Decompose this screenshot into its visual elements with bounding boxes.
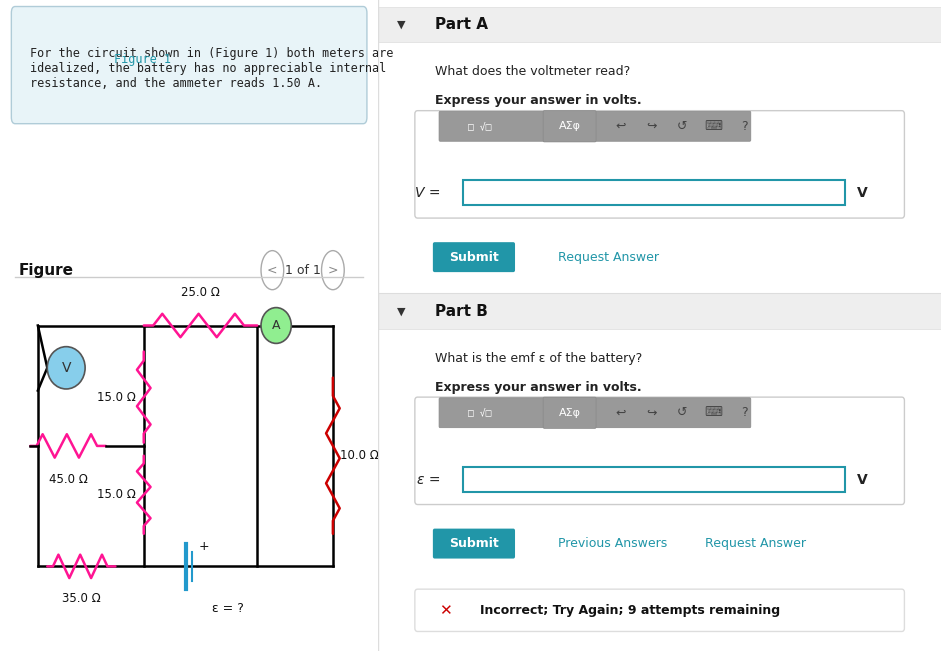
Text: Submit: Submit [449, 537, 499, 550]
FancyBboxPatch shape [378, 293, 941, 329]
Text: Request Answer: Request Answer [558, 251, 660, 264]
Text: 10.0 Ω: 10.0 Ω [341, 449, 379, 462]
Text: ΑΣφ: ΑΣφ [559, 121, 581, 132]
Text: Part B: Part B [435, 303, 487, 319]
Text: 45.0 Ω: 45.0 Ω [49, 473, 88, 486]
Text: ⌨: ⌨ [704, 406, 722, 419]
FancyBboxPatch shape [439, 111, 751, 141]
Text: Figure 1: Figure 1 [114, 53, 171, 66]
Text: ⌨: ⌨ [704, 120, 722, 133]
Text: ε =: ε = [417, 473, 440, 487]
Text: ↪: ↪ [646, 406, 657, 419]
FancyBboxPatch shape [543, 111, 596, 142]
FancyBboxPatch shape [433, 242, 515, 272]
Text: Figure: Figure [19, 262, 74, 278]
Text: ε = ?: ε = ? [212, 602, 244, 615]
Text: Submit: Submit [449, 251, 499, 264]
Text: ▼: ▼ [396, 20, 405, 30]
Text: ?: ? [741, 120, 747, 133]
Text: ↺: ↺ [677, 120, 687, 133]
Ellipse shape [47, 346, 85, 389]
Text: 25.0 Ω: 25.0 Ω [181, 286, 220, 299]
Text: +: + [199, 540, 209, 553]
Text: What does the voltmeter read?: What does the voltmeter read? [435, 65, 630, 78]
Text: V: V [856, 473, 868, 487]
Text: ▼: ▼ [396, 306, 405, 316]
FancyBboxPatch shape [463, 180, 845, 205]
FancyBboxPatch shape [415, 589, 904, 631]
Text: What is the emf ε of the battery?: What is the emf ε of the battery? [435, 352, 642, 365]
Text: Previous Answers: Previous Answers [558, 537, 667, 550]
Text: ?: ? [741, 406, 747, 419]
Text: Incorrect; Try Again; 9 attempts remaining: Incorrect; Try Again; 9 attempts remaini… [480, 604, 780, 617]
Text: For the circuit shown in (Figure 1) both meters are
idealized, the battery has n: For the circuit shown in (Figure 1) both… [30, 47, 393, 90]
FancyBboxPatch shape [439, 398, 751, 428]
Text: V: V [856, 186, 868, 201]
Text: Express your answer in volts.: Express your answer in volts. [435, 94, 641, 107]
Text: ΑΣφ: ΑΣφ [559, 408, 581, 418]
Text: 15.0 Ω: 15.0 Ω [97, 391, 136, 404]
Text: V: V [61, 361, 71, 375]
FancyBboxPatch shape [433, 529, 515, 559]
Text: Part A: Part A [435, 17, 487, 33]
Text: ↺: ↺ [677, 406, 687, 419]
Text: □ √□: □ √□ [468, 408, 491, 418]
Text: 35.0 Ω: 35.0 Ω [62, 592, 101, 605]
Text: 1 of 1: 1 of 1 [285, 264, 321, 277]
Text: ↪: ↪ [646, 120, 657, 133]
Circle shape [261, 251, 284, 290]
FancyBboxPatch shape [463, 467, 845, 492]
FancyBboxPatch shape [543, 397, 596, 428]
FancyBboxPatch shape [415, 397, 904, 505]
Text: >: > [327, 264, 338, 277]
Text: V =: V = [415, 186, 440, 201]
Text: ✕: ✕ [439, 603, 453, 618]
Text: Express your answer in volts.: Express your answer in volts. [435, 381, 641, 394]
Text: <: < [267, 264, 278, 277]
Circle shape [322, 251, 344, 290]
FancyBboxPatch shape [415, 111, 904, 218]
Ellipse shape [261, 308, 292, 344]
FancyBboxPatch shape [378, 7, 941, 42]
FancyBboxPatch shape [11, 7, 367, 124]
Text: 15.0 Ω: 15.0 Ω [97, 488, 136, 501]
Text: Request Answer: Request Answer [705, 537, 805, 550]
Text: ↩: ↩ [615, 406, 626, 419]
Text: A: A [272, 319, 280, 332]
Text: ↩: ↩ [615, 120, 626, 133]
Text: □ √□: □ √□ [468, 121, 491, 132]
